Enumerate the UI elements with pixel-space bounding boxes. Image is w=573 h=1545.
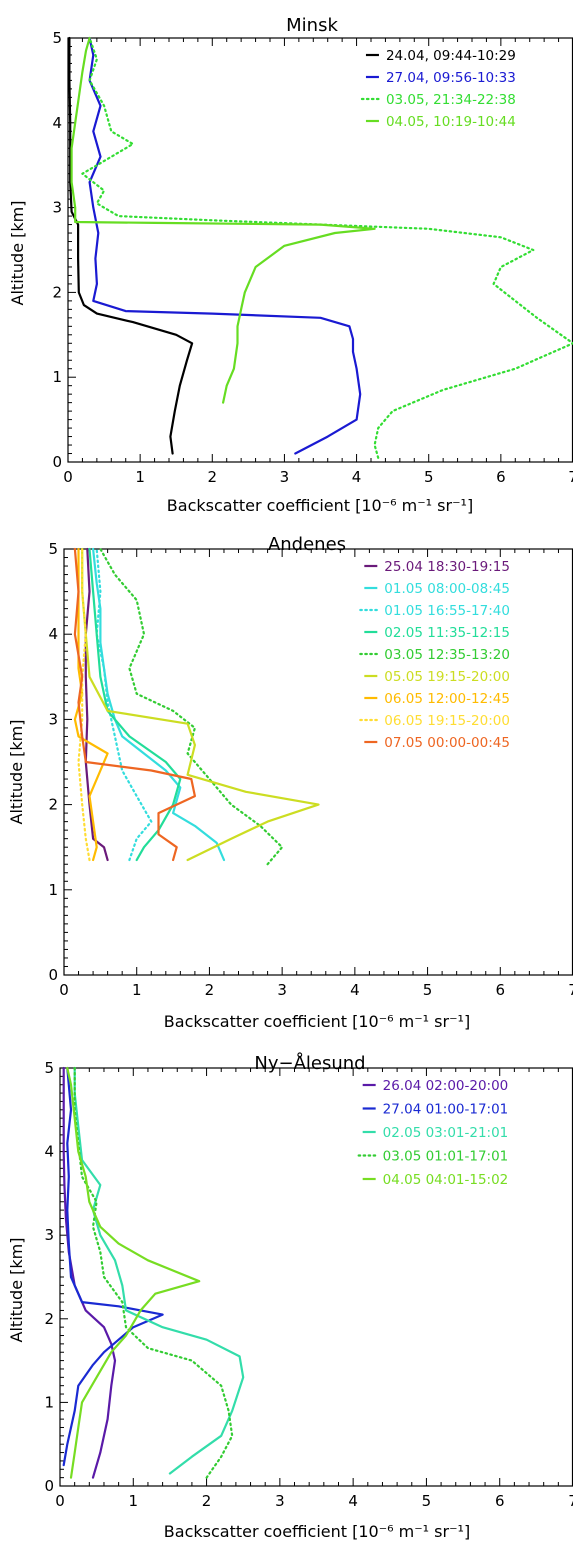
x-tick-label: 3 xyxy=(277,981,287,999)
y-tick-label: 4 xyxy=(48,625,58,643)
legend-entry: 25.04 18:30-19:15 xyxy=(384,559,510,575)
x-tick-label: 0 xyxy=(59,981,69,999)
x-tick-label: 1 xyxy=(135,468,145,486)
series-line xyxy=(66,1066,201,1479)
x-tick-label: 7 xyxy=(568,981,573,999)
legend-entry: 06.05 19:15-20:00 xyxy=(384,713,510,729)
x-tick-label: 7 xyxy=(568,1492,573,1510)
y-tick-label: 3 xyxy=(52,199,62,217)
x-tick-label: 5 xyxy=(424,468,434,486)
legend-entry: 05.05 19:15-20:00 xyxy=(384,669,510,685)
legend-entry: 03.05 12:35-13:20 xyxy=(384,647,510,663)
chart-title: Minsk xyxy=(286,15,338,36)
series-line xyxy=(77,547,91,862)
y-tick-label: 3 xyxy=(44,1226,54,1244)
y-tick-label: 2 xyxy=(44,1310,54,1328)
chart-title: Andenes xyxy=(268,534,346,555)
panel-minsk: Minsk Backscatter coefficient [10⁻⁶ m⁻¹ … xyxy=(8,15,573,515)
y-tick-label: 0 xyxy=(44,1477,54,1495)
legend-entry: 06.05 12:00-12:45 xyxy=(384,691,510,707)
legend-entry: 04.05 04:01-15:02 xyxy=(383,1172,509,1188)
panel-andenes: Andenes Backscatter coefficient [10⁻⁶ m⁻… xyxy=(7,534,573,1031)
chart-title: Ny−Ålesund xyxy=(254,1052,365,1074)
series-line xyxy=(73,547,196,862)
x-tick-label: 5 xyxy=(422,1492,432,1510)
legend-entry: 04.05, 10:19-10:44 xyxy=(386,114,516,130)
series-line xyxy=(88,36,362,455)
legend-entry: 27.04 01:00-17:01 xyxy=(383,1102,509,1118)
y-tick-label: 1 xyxy=(52,368,62,386)
x-tick-label: 3 xyxy=(275,1492,285,1510)
series-line xyxy=(81,36,573,459)
legend-entry: 07.05 00:00-00:45 xyxy=(384,735,510,751)
legend-entry: 02.05 03:01-21:01 xyxy=(383,1125,509,1141)
x-axis-label: Backscatter coefficient [10⁻⁶ m⁻¹ sr⁻¹] xyxy=(167,496,473,515)
legend-entry: 01.05 08:00-08:45 xyxy=(384,581,510,597)
y-axis-label: Altitude [km] xyxy=(8,201,27,306)
series-line xyxy=(73,547,109,862)
legend-entry: 27.04, 09:56-10:33 xyxy=(386,70,516,86)
series-line xyxy=(68,36,194,455)
y-axis-label: Altitude [km] xyxy=(7,1238,26,1343)
y-tick-label: 0 xyxy=(48,966,58,984)
legend-entry: 26.04 02:00-20:00 xyxy=(383,1078,509,1094)
x-tick-label: 2 xyxy=(208,468,218,486)
x-tick-label: 6 xyxy=(495,1492,505,1510)
y-tick-label: 2 xyxy=(52,283,62,301)
x-axis-label: Backscatter coefficient [10⁻⁶ m⁻¹ sr⁻¹] xyxy=(164,1012,470,1031)
x-tick-label: 2 xyxy=(205,981,215,999)
series-line xyxy=(62,1066,164,1467)
legend-entry: 24.04, 09:44-10:29 xyxy=(386,48,516,64)
legend-entry: 02.05 11:35-12:15 xyxy=(384,625,510,641)
series-line xyxy=(73,1066,245,1475)
y-tick-label: 1 xyxy=(48,881,58,899)
series-line xyxy=(99,547,284,866)
y-tick-label: 2 xyxy=(48,796,58,814)
series-line xyxy=(62,1066,117,1479)
legend-entry: 01.05 16:55-17:40 xyxy=(384,603,510,619)
y-tick-label: 5 xyxy=(48,540,58,558)
legend-entry: 03.05, 21:34-22:38 xyxy=(386,92,516,108)
series-line xyxy=(88,547,182,862)
x-tick-label: 5 xyxy=(423,981,433,999)
y-tick-label: 4 xyxy=(44,1143,54,1161)
y-tick-label: 1 xyxy=(44,1393,54,1411)
series-line xyxy=(70,36,376,404)
series-line xyxy=(73,1066,234,1479)
y-tick-label: 0 xyxy=(52,453,62,471)
x-tick-label: 0 xyxy=(63,468,73,486)
x-tick-label: 4 xyxy=(352,468,362,486)
x-tick-label: 1 xyxy=(132,981,142,999)
y-tick-label: 3 xyxy=(48,710,58,728)
y-axis-label: Altitude [km] xyxy=(7,720,26,825)
series-line xyxy=(95,547,153,862)
y-tick-label: 5 xyxy=(52,29,62,47)
x-tick-label: 7 xyxy=(568,468,573,486)
x-tick-label: 4 xyxy=(350,981,360,999)
x-tick-label: 1 xyxy=(129,1492,139,1510)
x-tick-label: 2 xyxy=(202,1492,212,1510)
y-tick-label: 5 xyxy=(44,1059,54,1077)
legend-entry: 03.05 01:01-17:01 xyxy=(383,1149,509,1165)
x-tick-label: 0 xyxy=(55,1492,65,1510)
x-tick-label: 4 xyxy=(348,1492,358,1510)
panel-ny-alesund: Ny−Ålesund Backscatter coefficient [10⁻⁶… xyxy=(7,1052,573,1541)
x-tick-label: 3 xyxy=(280,468,290,486)
y-tick-label: 4 xyxy=(52,114,62,132)
x-tick-label: 6 xyxy=(496,468,506,486)
series-line xyxy=(91,547,226,862)
x-tick-label: 6 xyxy=(496,981,506,999)
x-axis-label: Backscatter coefficient [10⁻⁶ m⁻¹ sr⁻¹] xyxy=(164,1522,470,1541)
